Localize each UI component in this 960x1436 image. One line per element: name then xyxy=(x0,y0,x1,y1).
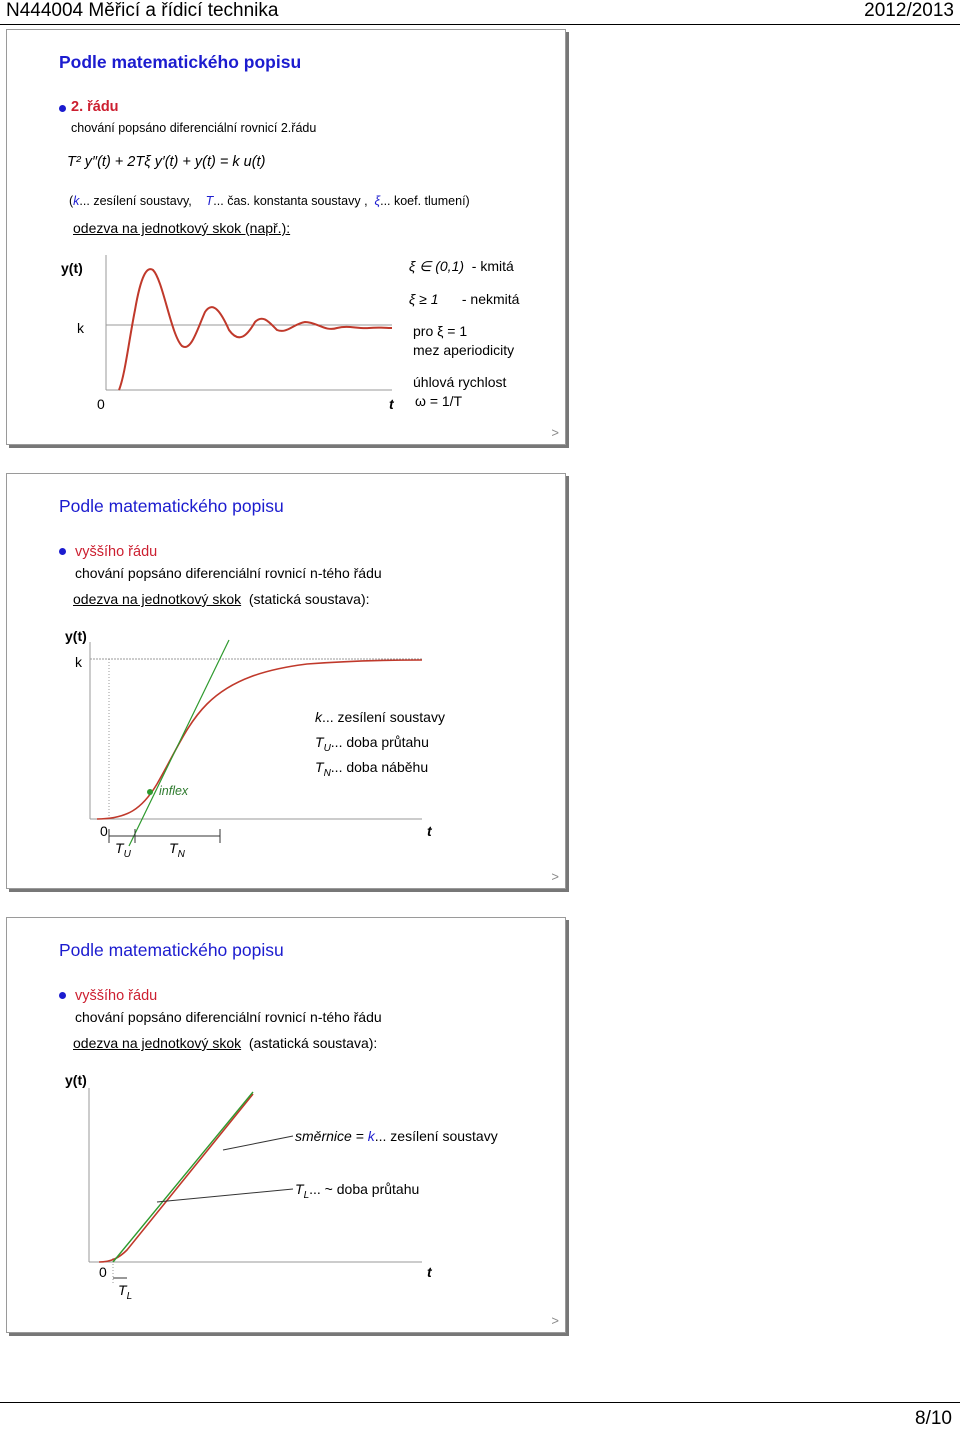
origin-label: 0 xyxy=(100,823,108,839)
academic-year: 2012/2013 xyxy=(864,0,954,21)
tu-label: TU xyxy=(115,840,131,860)
t-axis-label: t xyxy=(427,823,432,839)
differential-equation: T² y″(t) + 2Tξ y′(t) + y(t) = k u(t) xyxy=(67,154,266,170)
t-axis-label: t xyxy=(427,1264,432,1280)
page-header: N444004 Měřicí a řídicí technika 2012/20… xyxy=(0,0,960,24)
slope-label: směrnice = k... zesílení soustavy xyxy=(295,1128,498,1144)
astatic-response-graph xyxy=(88,1088,422,1284)
k-axis-label: k xyxy=(77,320,84,336)
k-axis-label: k xyxy=(75,654,82,670)
next-slide-arrow[interactable]: > xyxy=(551,425,559,440)
bullet-heading: vyššího řádu xyxy=(75,988,158,1004)
bullet-heading: vyššího řádu xyxy=(75,544,158,560)
slide-second-order: Podle matematického popisu 2. řádu chová… xyxy=(6,29,566,445)
next-slide-arrow[interactable]: > xyxy=(551,869,559,884)
aperiodic-condition: pro ξ = 1 xyxy=(413,323,468,339)
slide-higher-order-astatic: Podle matematického popisu vyššího řádu … xyxy=(6,917,566,1333)
course-title: N444004 Měřicí a řídicí technika xyxy=(6,0,279,21)
legend-delay: TU... doba průtahu xyxy=(315,734,429,754)
bullet-dot xyxy=(59,105,66,112)
description-text: chování popsáno diferenciální rovnicí n-… xyxy=(75,565,382,581)
y-axis-label: y(t) xyxy=(61,260,83,276)
angular-velocity-label: úhlová rychlost xyxy=(413,374,507,390)
oscillating-response-curve xyxy=(118,268,393,391)
slope-pointer xyxy=(222,1135,294,1151)
response-label: odezva na jednotkový skok (astatická sou… xyxy=(73,1035,378,1051)
tl-legend: TL... ~ doba průtahu xyxy=(295,1181,420,1201)
inflection-tangent xyxy=(128,639,230,847)
legend-rise: TN... doba náběhu xyxy=(315,759,429,779)
response-label: odezva na jednotkový skok (např.): xyxy=(73,220,291,236)
slide-title: Podle matematického popisu xyxy=(59,496,284,516)
page-number: 8/10 xyxy=(915,1408,952,1429)
next-slide-arrow[interactable]: > xyxy=(551,1313,559,1328)
tl-pointer xyxy=(156,1188,294,1203)
origin-label: 0 xyxy=(97,396,105,412)
header-divider xyxy=(0,24,960,25)
t-axis-label: t xyxy=(389,396,394,412)
aperiodic-limit: mez aperiodicity xyxy=(413,342,515,358)
description-text: chování popsáno diferenciální rovnicí 2.… xyxy=(71,121,317,135)
angular-velocity-formula: ω = 1/T xyxy=(415,393,463,409)
inflection-point xyxy=(147,789,153,795)
y-axis-label: y(t) xyxy=(65,1072,87,1088)
slide-higher-order-static: Podle matematického popisu vyššího řádu … xyxy=(6,473,566,889)
origin-label: 0 xyxy=(99,1264,107,1280)
bullet-dot xyxy=(59,548,66,555)
bullet-dot xyxy=(59,992,66,999)
legend-line: (k... zesílení soustavy, T... čas. konst… xyxy=(69,194,470,208)
condition-oscillating: ξ ∈ (0,1) - kmitá xyxy=(409,258,514,274)
static-response-graph xyxy=(89,639,423,847)
legend-gain: k... zesílení soustavy xyxy=(315,709,445,725)
tn-label: TN xyxy=(169,840,185,860)
condition-non-oscillating: ξ ≥ 1 - nekmitá xyxy=(409,291,520,307)
footer-divider xyxy=(0,1402,960,1403)
bullet-heading: 2. řádu xyxy=(71,99,119,115)
s-curve-response xyxy=(96,659,423,820)
inflex-label: inflex xyxy=(159,784,189,798)
y-axis-label: y(t) xyxy=(65,628,87,644)
tl-label: TL xyxy=(118,1282,133,1302)
description-text: chování popsáno diferenciální rovnicí n-… xyxy=(75,1009,382,1025)
slide-title: Podle matematického popisu xyxy=(59,52,302,72)
response-label: odezva na jednotkový skok (statická sous… xyxy=(73,591,370,607)
slide-title: Podle matematického popisu xyxy=(59,940,284,960)
oscillation-graph xyxy=(105,255,393,391)
asymptote-line xyxy=(112,1091,254,1263)
